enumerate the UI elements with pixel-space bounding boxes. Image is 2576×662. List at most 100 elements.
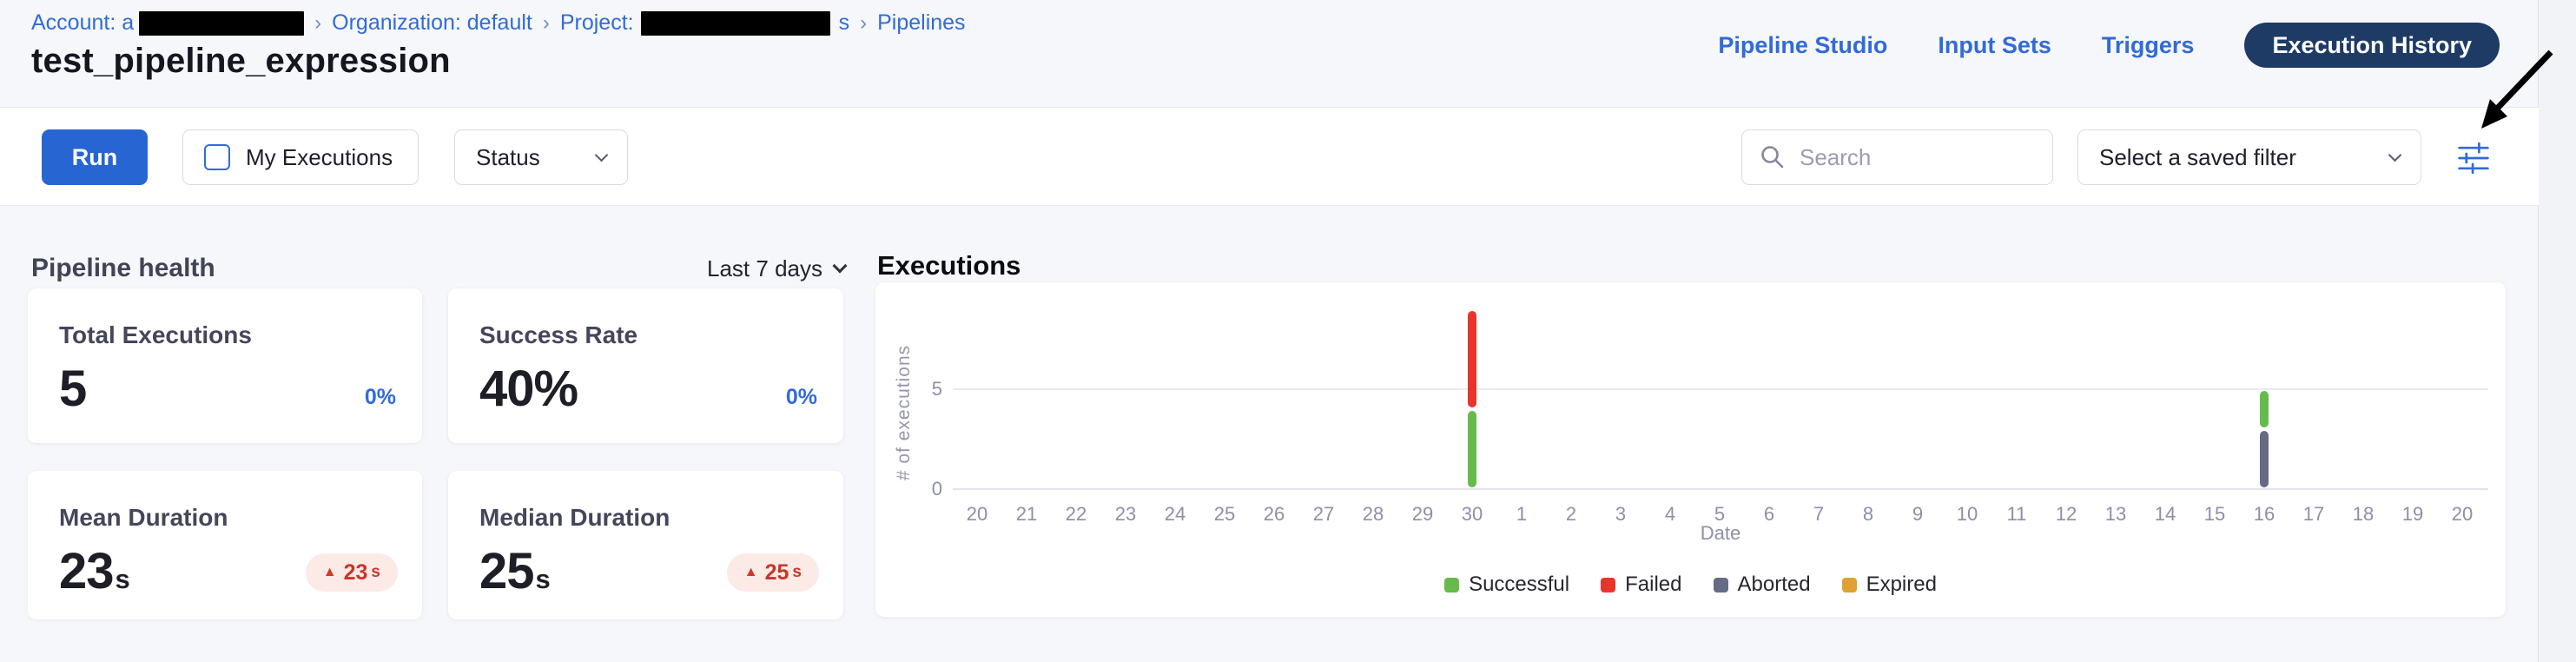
- search-icon: [1761, 146, 1784, 169]
- x-tick-label: 14: [2154, 503, 2176, 525]
- x-axis-title: Date: [1700, 522, 1741, 544]
- pipeline-health-title: Pipeline health: [31, 254, 215, 282]
- legend-label: Failed: [1625, 573, 1682, 596]
- run-button[interactable]: Run: [42, 129, 148, 185]
- saved-filter-dropdown[interactable]: Select a saved filter: [2077, 129, 2421, 185]
- tab-pipeline-studio[interactable]: Pipeline Studio: [1718, 31, 1888, 58]
- status-dropdown-label: Status: [476, 143, 540, 170]
- x-tick-label: 29: [1411, 503, 1434, 525]
- card-median-duration: Median Duration 25s ▲ 25 s: [448, 471, 843, 619]
- breadcrumb-organization[interactable]: Organization: default: [332, 10, 532, 35]
- card-value: 25s: [479, 542, 812, 600]
- chevron-down-icon: [594, 148, 609, 162]
- my-executions-checkbox[interactable]: [204, 144, 230, 170]
- breadcrumb-separator: ›: [314, 10, 322, 35]
- card-value: 23s: [59, 542, 391, 600]
- legend-item-expired[interactable]: Expired: [1841, 573, 1937, 597]
- breadcrumb-separator: ›: [542, 10, 550, 35]
- executions-chart: # of executions Date 0 5 20 21 22 23 24 25 26 27 2…: [875, 282, 2506, 617]
- delta-unit: s: [371, 563, 380, 581]
- page-title: test_pipeline_expression: [31, 42, 451, 80]
- bar-segment-failed: [1468, 311, 1476, 407]
- card-label: Success Rate: [479, 321, 638, 348]
- card-value: 40%: [479, 360, 812, 418]
- x-tick-label: 17: [2302, 503, 2325, 525]
- my-executions-toggle[interactable]: My Executions: [182, 129, 419, 185]
- card-value-unit: s: [115, 564, 130, 594]
- x-tick-label: 9: [1912, 503, 1924, 525]
- x-tick-label: 5: [1714, 503, 1726, 525]
- breadcrumb-project[interactable]: Project:: [559, 10, 634, 35]
- card-value-number: 40%: [479, 361, 578, 417]
- x-tick-label: 24: [1164, 503, 1186, 525]
- executions-section-title: Executions: [877, 250, 1021, 281]
- x-tick-label: 3: [1615, 503, 1627, 525]
- filter-settings-button[interactable]: [2451, 136, 2496, 181]
- y-tick-label: 5: [931, 378, 942, 400]
- card-mean-duration: Mean Duration 23s ▲ 23 s: [28, 471, 422, 619]
- x-tick-label: 18: [2352, 503, 2375, 525]
- redaction-box: [640, 10, 830, 36]
- chevron-down-icon: [832, 258, 848, 274]
- delta-badge: ▲ 23 s: [305, 553, 398, 592]
- legend-swatch: [1444, 577, 1460, 592]
- x-tick-label: 28: [1362, 503, 1384, 525]
- delta-up-icon: ▲: [322, 565, 337, 579]
- time-range-dropdown[interactable]: Last 7 days: [707, 255, 848, 282]
- saved-filter-label: Select a saved filter: [2099, 143, 2296, 170]
- tab-input-sets[interactable]: Input Sets: [1938, 31, 2051, 58]
- x-tick-label: 8: [1862, 503, 1874, 525]
- card-delta: 0%: [364, 385, 396, 409]
- delta-value: 25: [764, 559, 789, 585]
- time-range-label: Last 7 days: [707, 255, 822, 281]
- chevron-down-icon: [2388, 148, 2402, 162]
- y-tick-label: 0: [931, 478, 942, 500]
- x-tick-label: 23: [1114, 503, 1137, 525]
- pipeline-tabs: Pipeline Studio Input Sets Triggers Exec…: [1718, 23, 2500, 68]
- bar-segment-aborted: [2260, 431, 2269, 487]
- search-box[interactable]: [1741, 129, 2053, 185]
- card-label: Total Executions: [59, 321, 252, 348]
- card-value-number: 5: [59, 361, 87, 417]
- bar-segment-successful: [1468, 411, 1476, 487]
- x-tick-label: 7: [1813, 503, 1825, 525]
- x-tick-label: 30: [1461, 503, 1483, 525]
- card-value-number: 25: [479, 543, 535, 599]
- legend-item-aborted[interactable]: Aborted: [1713, 573, 1811, 597]
- chart-legend: Successful Failed Aborted Expired: [875, 573, 2506, 597]
- legend-label: Successful: [1469, 573, 1570, 596]
- delta-unit: s: [792, 563, 802, 581]
- executions-toolbar: Run My Executions Status Select a saved …: [0, 107, 2539, 206]
- tab-execution-history[interactable]: Execution History: [2244, 23, 2500, 68]
- legend-item-failed[interactable]: Failed: [1601, 573, 1682, 597]
- redaction-box: [139, 10, 305, 36]
- x-tick-label: 1: [1516, 503, 1528, 525]
- breadcrumb-separator: ›: [860, 10, 868, 35]
- card-value: 5: [59, 360, 391, 418]
- legend-item-successful[interactable]: Successful: [1444, 573, 1569, 597]
- breadcrumb-pipelines[interactable]: Pipelines: [877, 10, 966, 35]
- x-tick-label: 10: [1956, 503, 1978, 525]
- x-tick-label: 6: [1763, 503, 1775, 525]
- x-tick-label: 19: [2401, 503, 2424, 525]
- card-label: Median Duration: [479, 504, 670, 531]
- x-axis-line: [953, 488, 2488, 490]
- x-tick-label: 15: [2203, 503, 2226, 525]
- my-executions-label: My Executions: [246, 143, 393, 170]
- legend-swatch: [1841, 577, 1857, 592]
- card-delta: 0%: [785, 385, 817, 409]
- search-input[interactable]: [1798, 142, 2035, 172]
- legend-swatch: [1601, 577, 1616, 592]
- x-tick-label: 26: [1263, 503, 1285, 525]
- legend-label: Aborted: [1737, 573, 1811, 596]
- legend-label: Expired: [1866, 573, 1937, 596]
- filter-sliders-icon: [2458, 142, 2489, 175]
- x-tick-label: 11: [2006, 503, 2027, 525]
- card-value-unit: s: [535, 564, 551, 594]
- breadcrumb-account[interactable]: Account: a: [31, 10, 135, 35]
- status-dropdown[interactable]: Status: [454, 129, 628, 185]
- tab-triggers[interactable]: Triggers: [2101, 31, 2195, 58]
- pipeline-health-header: Pipeline health Last 7 days: [31, 254, 848, 283]
